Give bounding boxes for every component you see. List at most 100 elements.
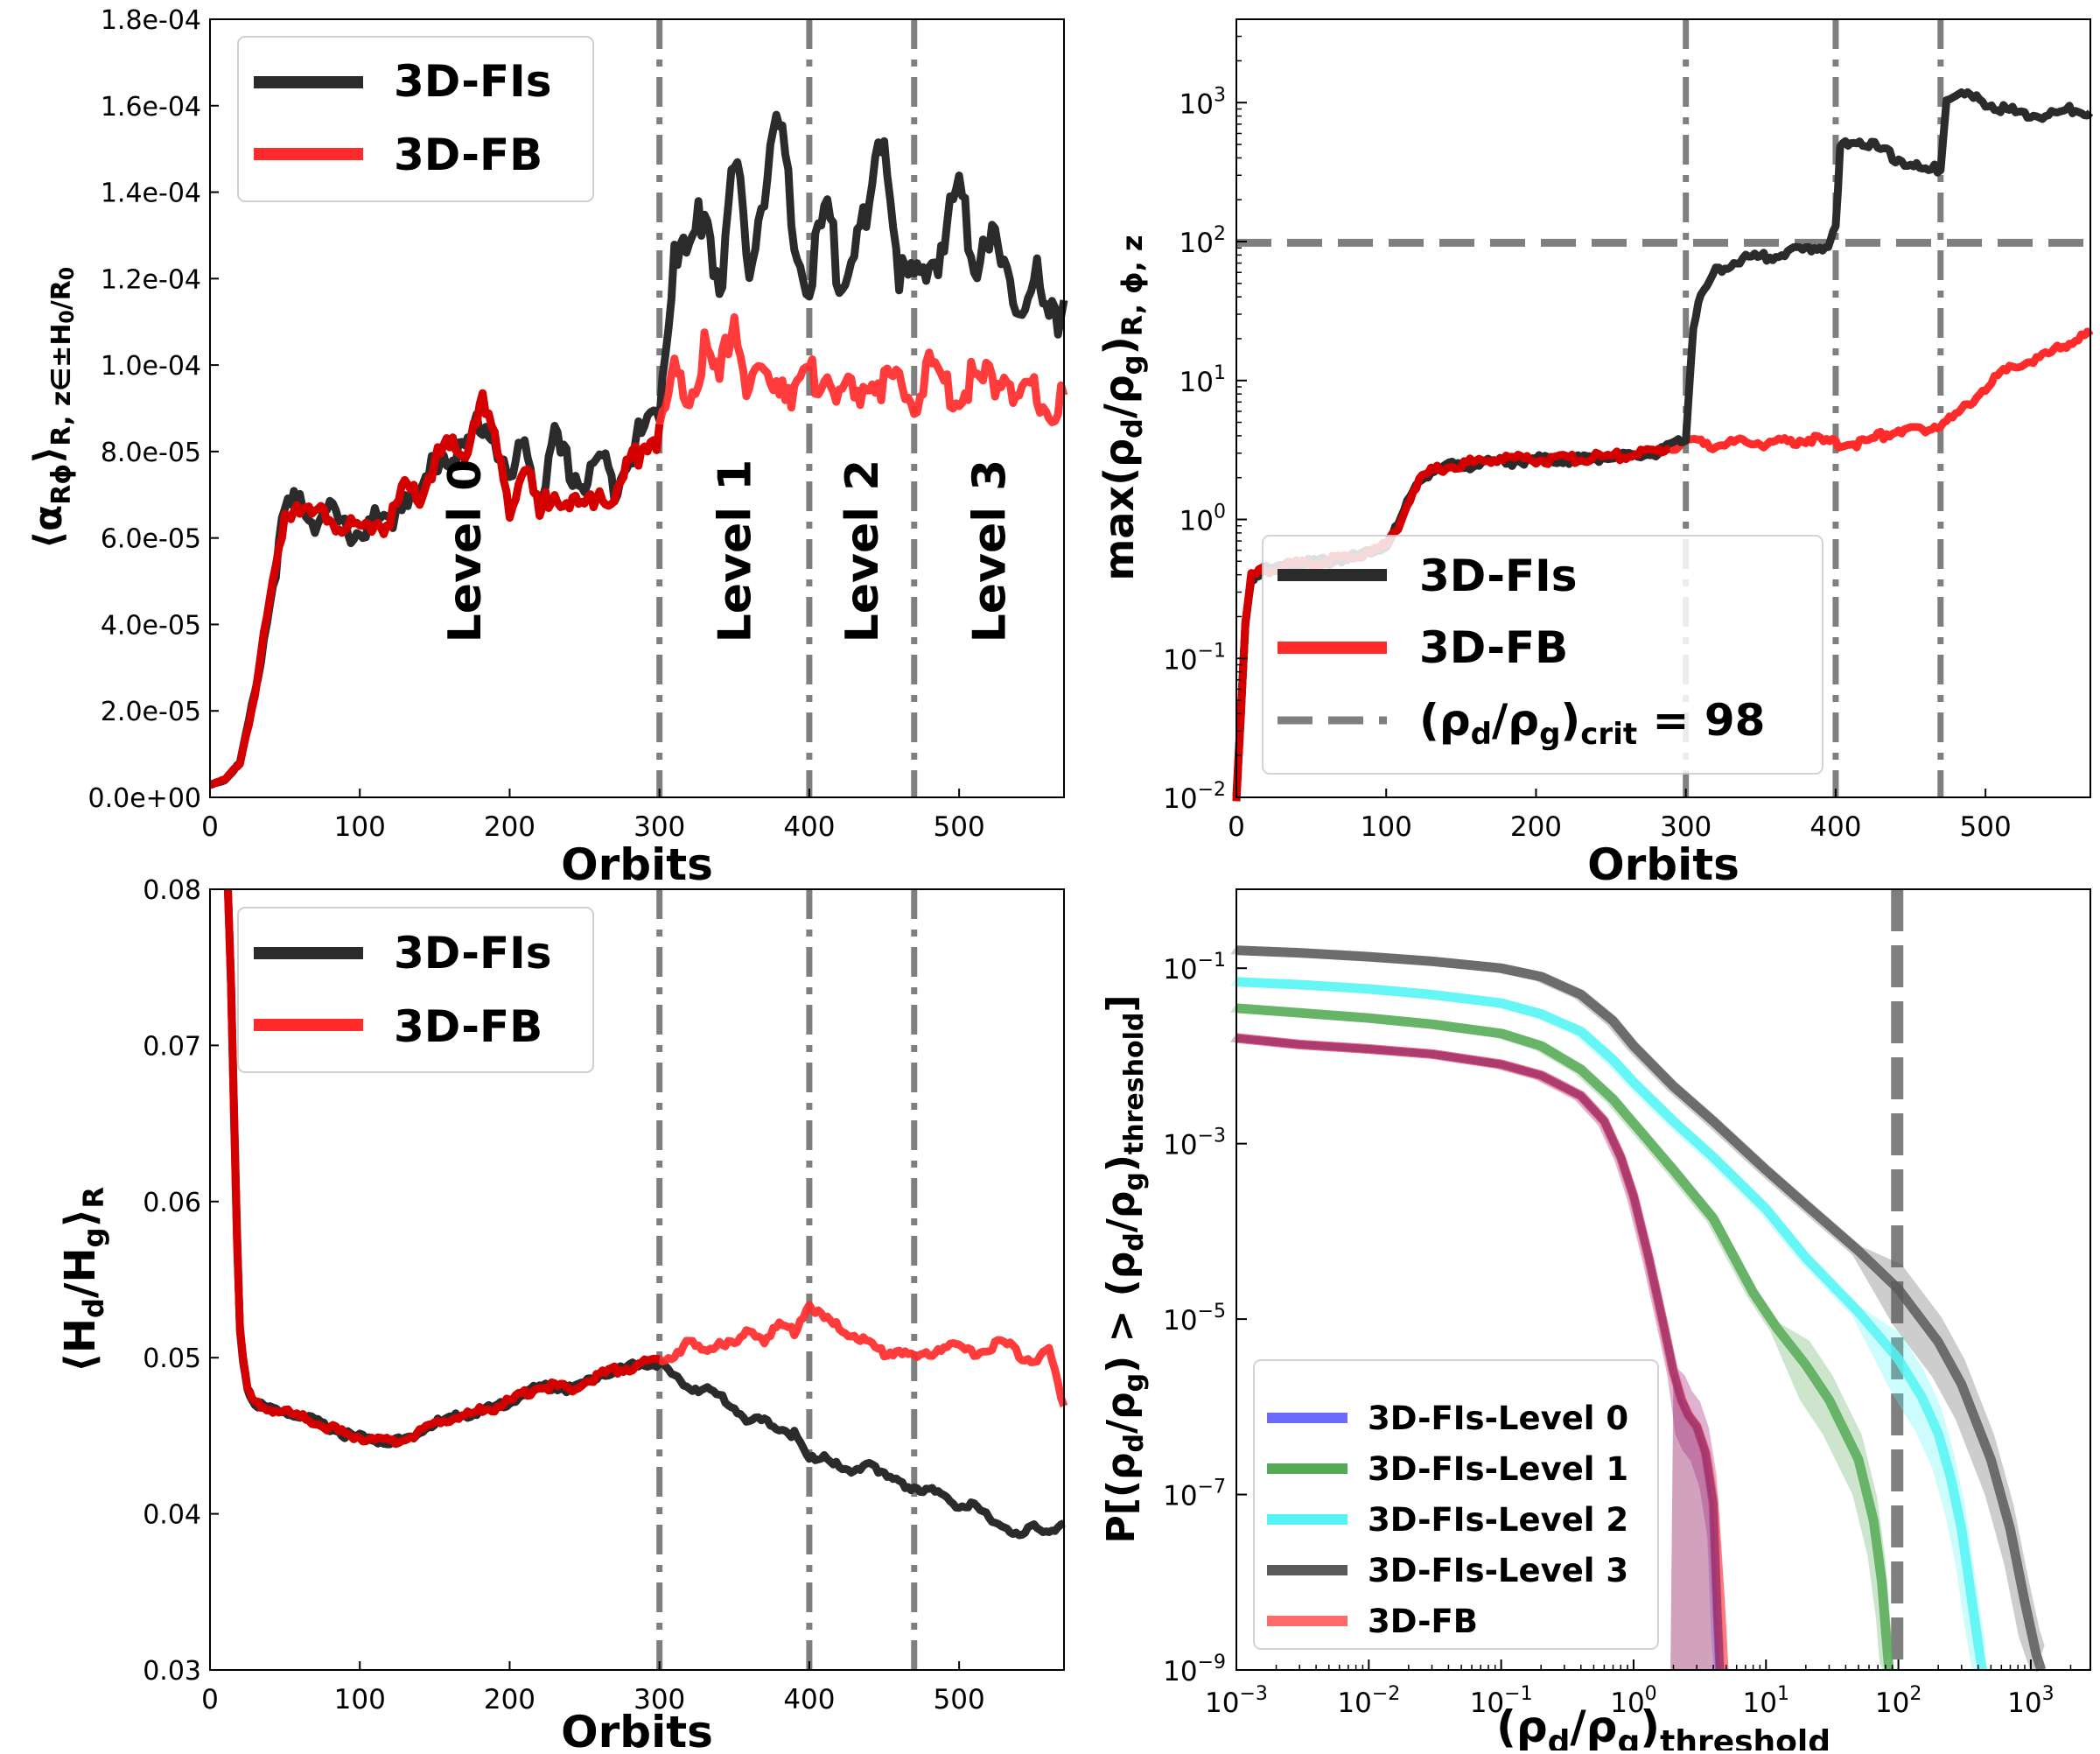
p2-ytick-label-2: 100 [1180,502,1226,537]
p4-series [1230,945,2047,1672]
p3-ytick-label-5: 0.08 [143,875,201,906]
p3-series-fis [224,888,1066,1540]
p1-xtick-label-1: 100 [334,811,386,843]
p1-ytick-label-7: 1.4e-04 [101,179,201,209]
p4-xlabel: (ρd/ρg)threshold [1496,1701,1830,1750]
p3-xtick-label-3: 300 [634,1684,685,1715]
p2-axes-frame [1236,18,2091,798]
p1-legend-label-fis: 3D-FIs [394,56,552,107]
p4-overlap-line [1236,1034,1725,1671]
p1-ylabel: ⟨αRϕ⟩R, z∈±H0/R0 [26,267,79,549]
p1-xtick-label-0: 0 [201,811,219,843]
p1-level-label-1: Level 1 [709,460,761,643]
p1-axes-frame [209,18,1065,798]
p2-legend-label-fb: 3D-FB [1419,622,1568,673]
p4-ytick-label-0: 10−9 [1163,1652,1226,1687]
p4-ytick-label-1: 10−7 [1163,1477,1226,1512]
p4-ytick-label-3: 10−3 [1163,1126,1226,1161]
p3-ticks: 0 100 200 300 400 500 0.03 0.04 0.05 0.06 0.07 0.08 [143,875,985,1715]
p1-series-overlap [208,389,664,789]
p4-ytick-label-2: 10−5 [1163,1301,1226,1337]
p1-legend: 3D-FIs 3D-FB [237,36,594,202]
p4-axes-frame [1236,888,2091,1671]
p3-series [224,888,1068,1540]
p4-legend: 3D-FIs-Level 0 3D-FIs-Level 1 3D-FIs-Lev… [1253,1359,1659,1650]
p1-xlabel: Orbits [561,839,713,890]
p2-ticks: 0 100 200 300 400 500 10−2 10−1 100 101 102 103 [1163,35,2012,843]
p2-ytick-label-5: 103 [1180,84,1226,120]
p1-level-label-2: Level 2 [836,460,889,643]
p1-xtick-label-2: 200 [484,811,536,843]
p3-xtick-label-0: 0 [201,1684,219,1715]
p2-legend-label-fis: 3D-FIs [1419,551,1578,601]
p3-ytick-label-4: 0.07 [143,1031,201,1062]
p1-series-fis [208,110,1068,789]
p2-xtick-label-1: 100 [1361,811,1412,843]
p1-xtick-label-4: 400 [783,811,835,843]
p2-ytick-label-0: 10−2 [1163,779,1226,815]
p2-legend-box [1262,535,1824,775]
p2-ylabel: max(ρd/ρg)R, ϕ, z [1096,235,1149,580]
p4-xtick-label-3: 100 [1610,1683,1656,1719]
p4-xtick-label-5: 102 [1875,1683,1922,1719]
p4-ytick-label-4: 10−1 [1163,950,1226,986]
p3-ytick-label-1: 0.04 [143,1500,201,1531]
p2-legend-label-crit: (ρd/ρg)crit = 98 [1419,695,1765,752]
p4-legend-label-level0: 3D-FIs-Level 0 [1368,1400,1628,1437]
p2-xtick-label-5: 500 [1960,811,2012,843]
p4-legend-label-fb: 3D-FB [1368,1603,1478,1640]
p3-ytick-label-0: 0.03 [143,1656,201,1687]
p4-ticks: 10−3 10−2 10−1 100 101 102 103 10−9 10−7 10−5 10−3… [1163,950,2072,1719]
p1-ytick-label-1: 2.0e-05 [101,697,201,727]
p3-legend-label-fb: 3D-FB [394,1001,542,1052]
p4-xtick-label-6: 103 [2007,1683,2054,1719]
p2-xtick-label-2: 200 [1510,811,1562,843]
p1-series [208,110,1068,789]
p3-xtick-label-1: 100 [334,1684,386,1715]
p3-axes-frame [209,888,1065,1671]
panel-distribution: 10−3 10−2 10−1 100 101 102 103 10−9 10−7 10−5 10−3… [1099,888,2091,1754]
p1-ytick-label-0: 0.0e+00 [88,783,201,814]
panel-max-ratio: 0 100 200 300 400 500 10−2 10−1 100 101 102 103 Orb… [1096,18,2094,890]
p4-overlap-fill [1670,1372,1720,1670]
p3-series-overlap [224,889,661,1449]
p1-series-fb [208,312,1068,789]
p2-xtick-label-4: 400 [1810,811,1861,843]
p4-series-0 [1236,945,2047,1672]
panel-alpha: Level 0 Level 1 Level 2 Level 3 0 100 200 300 4… [26,5,1068,890]
p1-legend-label-fb: 3D-FB [394,130,542,180]
p2-ytick-label-1: 10−1 [1163,640,1226,676]
p4-series-1 [1236,977,1987,1671]
p3-xlabel: Orbits [561,1707,713,1750]
p3-ytick-label-3: 0.06 [143,1188,201,1218]
p3-legend: 3D-FIs 3D-FB [237,907,594,1073]
p1-ytick-label-9: 1.8e-04 [101,5,201,36]
p1-ytick-label-6: 1.2e-04 [101,264,201,295]
p1-xtick-label-5: 500 [934,811,985,843]
p1-xtick-label-3: 300 [634,811,685,843]
p1-ytick-label-8: 1.6e-04 [101,92,201,123]
p3-xtick-label-5: 500 [934,1684,985,1715]
p4-xtick-label-1: 10−2 [1337,1683,1400,1719]
p4-legend-label-level1: 3D-FIs-Level 1 [1368,1450,1628,1488]
p1-ytick-label-5: 1.0e-04 [101,351,201,382]
p2-ytick-label-4: 102 [1180,223,1226,259]
p1-level-label-3: Level 3 [963,460,1016,643]
p4-series-2 [1236,1003,1894,1671]
p3-guide-lines [656,889,918,1670]
p3-ytick-label-2: 0.05 [143,1344,201,1374]
p4-legend-label-level2: 3D-FIs-Level 2 [1368,1501,1628,1539]
p3-xtick-label-4: 400 [783,1684,835,1715]
p2-legend: 3D-FIs 3D-FB (ρd/ρg)crit = 98 [1262,535,1824,775]
p4-xtick-label-2: 10−1 [1470,1683,1533,1719]
panel-hd-hg: 0 100 200 300 400 500 0.03 0.04 0.05 0.06 0.07 0.08… [56,875,1068,1754]
p1-ytick-label-3: 6.0e-05 [101,524,201,555]
p1-ytick-label-2: 4.0e-05 [101,610,201,641]
p1-ytick-label-4: 8.0e-05 [101,438,201,468]
p3-ylabel: ⟨Hd/Hg⟩R [56,1187,110,1372]
p2-xtick-label-0: 0 [1228,811,1245,843]
p4-legend-box [1253,1359,1659,1650]
p4-xtick-label-0: 10−3 [1205,1683,1268,1719]
